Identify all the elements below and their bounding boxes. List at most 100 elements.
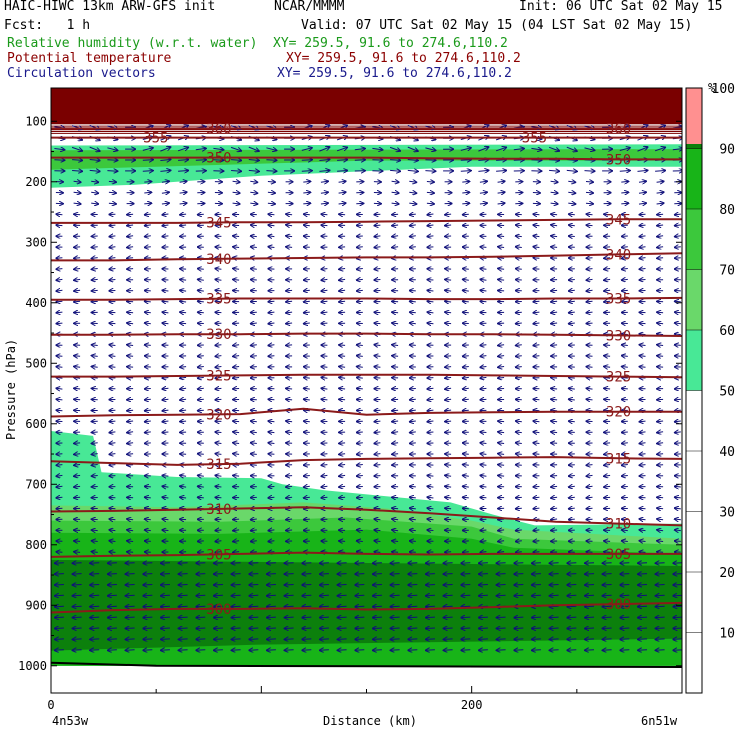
- circulation-vector: [109, 356, 116, 357]
- circulation-vector: [497, 639, 506, 640]
- circulation-vector: [516, 552, 522, 553]
- circulation-vector: [550, 650, 559, 651]
- circulation-vector: [656, 606, 665, 607]
- circulation-vector: [321, 214, 328, 215]
- circulation-vector: [514, 650, 524, 651]
- circulation-vector: [126, 563, 135, 564]
- circulation-vector: [162, 530, 169, 531]
- circulation-vector: [267, 203, 275, 204]
- circulation-vector: [461, 617, 471, 618]
- circulation-vector: [233, 432, 240, 433]
- surface-line: [51, 661, 682, 668]
- circulation-vector: [374, 432, 381, 433]
- circulation-vector: [321, 269, 328, 270]
- circulation-vector: [392, 214, 399, 215]
- circulation-vector: [587, 410, 593, 411]
- circulation-vector: [427, 476, 434, 477]
- circulation-vector: [461, 585, 471, 586]
- circulation-vector: [145, 443, 151, 444]
- circulation-vector: [251, 541, 257, 542]
- circulation-vector: [233, 443, 240, 444]
- circulation-vector: [108, 617, 117, 618]
- circulation-vector: [516, 410, 522, 411]
- circulation-vector: [196, 639, 206, 640]
- circulation-vector: [215, 486, 222, 487]
- isentrope-345: [51, 218, 682, 224]
- circulation-vector: [74, 465, 81, 466]
- circulation-vector: [514, 628, 524, 629]
- circulation-vector: [160, 147, 170, 152]
- circulation-vector: [285, 574, 294, 575]
- circulation-vector: [550, 574, 559, 575]
- circulation-vector: [622, 345, 628, 346]
- circulation-vector: [550, 203, 558, 204]
- colorbar-segment: [686, 148, 702, 209]
- circulation-vector: [339, 497, 346, 498]
- circulation-vector: [198, 486, 204, 487]
- isentrope-label: 360: [606, 122, 631, 138]
- circulation-vector: [162, 388, 169, 389]
- circulation-vector: [587, 367, 593, 368]
- circulation-vector: [268, 301, 275, 302]
- circulation-vector: [392, 432, 399, 433]
- circulation-vector: [640, 367, 646, 368]
- circulation-vector: [145, 399, 151, 400]
- circulation-vector: [338, 650, 347, 651]
- circulation-vector: [622, 443, 628, 444]
- isentrope-300: [51, 601, 682, 614]
- circulation-vector: [215, 247, 222, 248]
- circulation-vector: [232, 650, 241, 651]
- circulation-vector: [587, 508, 593, 509]
- circulation-vector: [127, 236, 134, 237]
- circulation-vector: [620, 650, 630, 651]
- circulation-vector: [445, 399, 452, 400]
- circulation-vector: [320, 585, 329, 586]
- circulation-vector: [604, 301, 611, 302]
- circulation-vector: [603, 585, 612, 586]
- circulation-vector: [675, 443, 681, 444]
- y-tick-label: 300: [25, 235, 47, 249]
- circulation-vector: [302, 639, 312, 640]
- circulation-vector: [321, 225, 328, 226]
- isentrope-label: 360: [206, 122, 231, 138]
- circulation-vector: [675, 236, 681, 237]
- circulation-vector: [92, 465, 98, 466]
- circulation-vector: [304, 312, 310, 313]
- circulation-vector: [196, 585, 206, 586]
- circulation-vector: [445, 486, 452, 487]
- circulation-vector: [374, 323, 381, 324]
- circulation-vector: [249, 563, 259, 564]
- circulation-vector: [672, 149, 682, 150]
- circulation-vector: [622, 269, 628, 270]
- circulation-vector: [622, 334, 628, 335]
- circulation-vector: [392, 410, 399, 411]
- circulation-vector: [657, 443, 664, 444]
- circulation-vector: [56, 508, 63, 509]
- circulation-vector: [622, 367, 628, 368]
- circulation-vector: [92, 290, 98, 291]
- circulation-vector: [585, 606, 595, 607]
- circulation-vector: [55, 595, 64, 596]
- y-tick-label: 700: [25, 477, 47, 491]
- circulation-vector: [320, 606, 329, 607]
- circulation-vector: [391, 192, 399, 193]
- circulation-vector: [107, 148, 117, 151]
- circulation-vector: [74, 258, 81, 259]
- circulation-vector: [569, 497, 575, 498]
- circulation-vector: [657, 552, 664, 553]
- circulation-vector: [426, 574, 435, 575]
- circulation-vector: [161, 192, 169, 193]
- circulation-vector: [498, 421, 505, 422]
- circulation-vector: [495, 147, 506, 152]
- circulation-vector: [162, 519, 169, 520]
- circulation-vector: [268, 312, 275, 313]
- circulation-vector: [675, 541, 681, 542]
- circulation-vector: [463, 290, 469, 291]
- circulation-vector: [622, 247, 628, 248]
- circulation-vector: [478, 147, 488, 152]
- circulation-vector: [249, 639, 259, 640]
- circulation-vector: [374, 280, 381, 281]
- circulation-vector: [92, 345, 98, 346]
- circulation-vector: [249, 606, 259, 607]
- circulation-vector: [232, 181, 240, 182]
